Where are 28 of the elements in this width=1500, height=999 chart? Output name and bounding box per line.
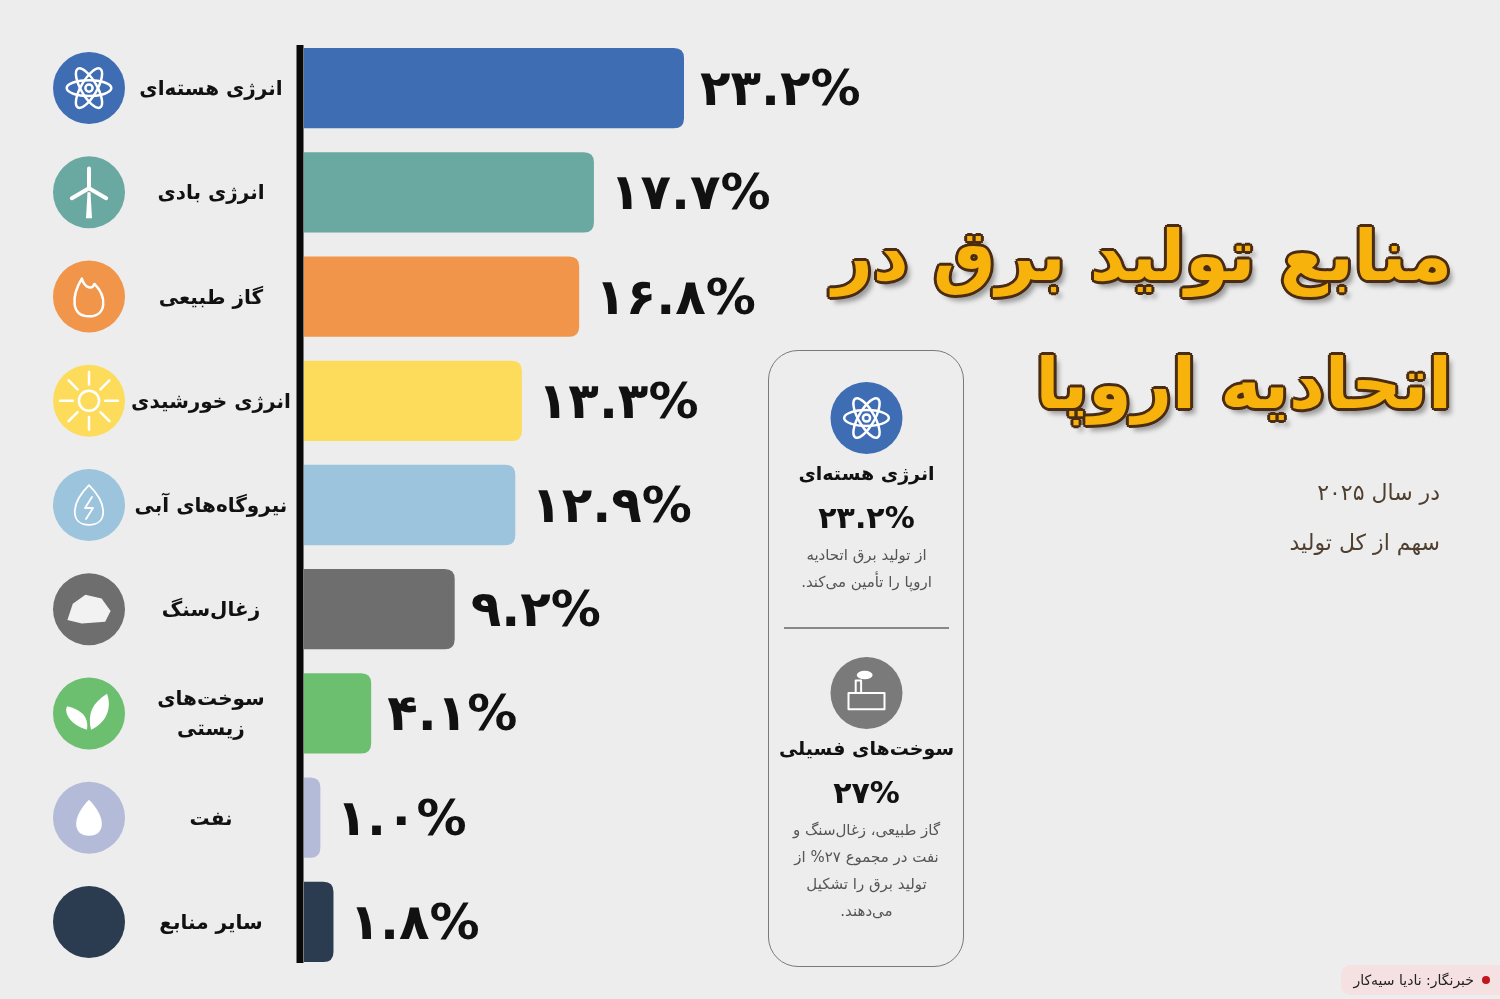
- text: ۲۳.۲%: [817, 500, 916, 535]
- text: خبرنگار: نادیا سیه‌کار: [1353, 972, 1474, 988]
- text: در سال ۲۰۲۵: [1317, 480, 1440, 505]
- data-label: ۱۷.۷%: [609, 162, 771, 224]
- data-label: ۱۳.۳%: [537, 370, 699, 432]
- text: سهم از کل تولید: [1289, 530, 1440, 555]
- data-label: ۱.۰%: [336, 787, 467, 849]
- y-tick-label: انرژی خورشیدی: [131, 387, 291, 415]
- y-tick-label: نیروگاه‌های آبی: [134, 492, 288, 519]
- data-label: ۲۳.۲%: [700, 58, 861, 120]
- y-tick-label: زغال‌سنگ: [161, 596, 261, 624]
- text: منابع تولید برق در اتحادیه اروپا: [828, 214, 1452, 428]
- data-label: ۱.۸%: [349, 891, 480, 953]
- data-label: ۴.۱%: [387, 683, 518, 745]
- text: از تولید برق اتحادیه اروپا را تأمین می‌کند.: [800, 545, 933, 594]
- data-label: ۹.۲%: [470, 579, 601, 641]
- y-tick-label: سوخت‌های زیستی: [156, 685, 266, 743]
- text: انرژی هسته‌ای: [797, 462, 936, 484]
- y-tick-label: انرژی هسته‌ای: [139, 75, 283, 103]
- y-tick-label: انرژی بادی: [157, 179, 265, 207]
- y-tick-label: سایر منابع: [159, 908, 263, 936]
- text: سوخت‌های فسیلی: [777, 737, 956, 759]
- y-tick-label: گاز طبیعی: [158, 283, 264, 311]
- data-label: ۱۲.۹%: [531, 475, 692, 536]
- y-tick-label: نفت: [189, 804, 233, 832]
- data-label: ۱۶.۸%: [595, 266, 756, 328]
- text: گاز طبیعی، زغال‌سنگ و نفت در مجموع ۲۷% از تولید برق را تشکیل می‌دهند.: [791, 820, 942, 922]
- text: ۲۷%: [832, 775, 901, 810]
